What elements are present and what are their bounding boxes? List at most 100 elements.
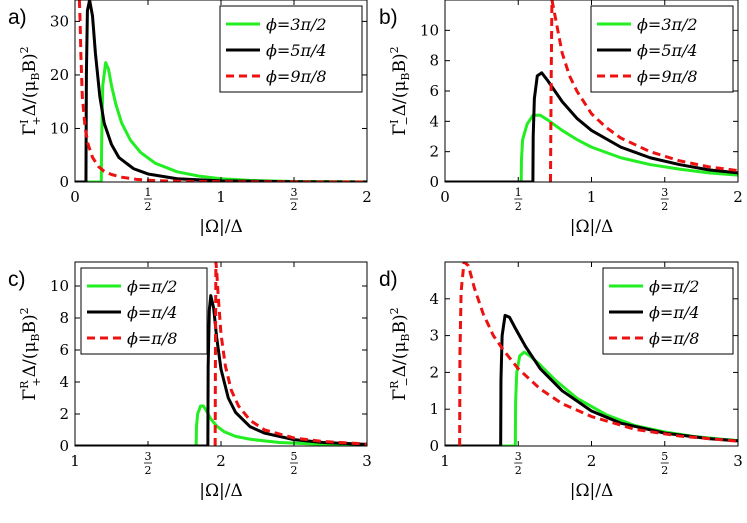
x-tick-label-denominator: 2 <box>291 464 298 477</box>
y-tick-label: 4 <box>429 290 439 308</box>
x-tick-label-numerator: 1 <box>515 186 522 199</box>
y-label-gamma: Γ <box>390 124 410 136</box>
legend-label-2: ϕ=π/4 <box>127 303 177 322</box>
legend-label-3: ϕ=π/8 <box>649 329 699 348</box>
y-tick-label: 4 <box>59 373 69 391</box>
y-tick-label: 2 <box>59 405 69 423</box>
x-axis-label: |Ω|/Δ <box>570 217 614 237</box>
y-label-sup: I <box>388 119 401 123</box>
y-tick-label: 0 <box>59 437 69 455</box>
y-label-square: 2 <box>388 307 401 314</box>
y-label-bohr-sub: B <box>399 72 412 80</box>
series-line-3 <box>213 262 367 446</box>
y-label-gamma: Γ <box>20 124 40 136</box>
y-tick-label: 4 <box>429 112 439 130</box>
series-line-2 <box>445 313 738 446</box>
x-tick-label-denominator: 2 <box>661 464 668 477</box>
series-line-3 <box>548 0 738 182</box>
y-label-square: 2 <box>388 46 401 53</box>
legend-label-1: ϕ=π/2 <box>649 277 699 296</box>
panel-letter: c) <box>8 268 26 291</box>
x-tick-label-numerator: 3 <box>145 450 152 463</box>
x-tick-label: 3 <box>733 452 743 470</box>
x-tick-label-denominator: 2 <box>515 200 522 213</box>
legend-label-1: ϕ=3π/2 <box>637 15 698 34</box>
series-line-3 <box>77 0 367 182</box>
x-tick-label-numerator: 3 <box>291 186 298 199</box>
legend-label-3: ϕ=9π/8 <box>637 67 698 86</box>
x-tick-label: 2 <box>733 188 743 206</box>
y-tick-label: 8 <box>59 309 69 327</box>
legend-label-2: ϕ=5π/4 <box>266 41 327 60</box>
x-tick-label-denominator: 2 <box>145 200 152 213</box>
y-tick-label: 6 <box>429 82 439 100</box>
y-tick-label: 0 <box>429 437 439 455</box>
y-axis-label: ΓR−Δ/(μBB)2 <box>388 307 413 400</box>
series-line-1 <box>75 61 367 182</box>
y-label-bohr-sub: B <box>29 334 42 342</box>
y-tick-label: 2 <box>429 363 439 381</box>
y-tick-label: 0 <box>429 173 439 191</box>
y-label-square: 2 <box>18 46 31 53</box>
x-axis-label: |Ω|/Δ <box>570 481 614 501</box>
y-axis-label: ΓI+Δ/(μBB)2 <box>18 46 43 135</box>
y-label-rest: Δ/(μ <box>390 81 410 117</box>
y-tick-label: 0 <box>59 173 69 191</box>
y-label-field: B) <box>20 314 40 333</box>
x-axis-label: |Ω|/Δ <box>199 217 243 237</box>
y-label-sub: − <box>400 116 413 125</box>
y-axis-label: ΓI−Δ/(μBB)2 <box>388 46 413 135</box>
x-tick-label: 0 <box>440 188 450 206</box>
x-tick-label-numerator: 5 <box>291 450 298 463</box>
y-label-rest: Δ/(μ <box>20 81 40 117</box>
legend-label-3: ϕ=9π/8 <box>266 67 327 86</box>
series-line-2 <box>75 294 367 446</box>
x-tick-label: 2 <box>216 452 226 470</box>
y-label-field: B) <box>20 53 40 72</box>
y-tick-label: 8 <box>429 52 439 70</box>
legend-label-2: ϕ=5π/4 <box>637 41 698 60</box>
x-axis-label: |Ω|/Δ <box>199 481 243 501</box>
y-label-square: 2 <box>18 307 31 314</box>
y-label-sub: + <box>30 377 43 386</box>
legend-label-1: ϕ=3π/2 <box>266 15 327 34</box>
y-label-field: B) <box>390 53 410 72</box>
y-tick-label: 2 <box>429 143 439 161</box>
x-tick-label-numerator: 3 <box>515 450 522 463</box>
y-tick-label: 3 <box>429 327 439 345</box>
x-tick-label: 3 <box>362 452 372 470</box>
y-label-rest: Δ/(μ <box>390 342 410 378</box>
x-tick-label: 1 <box>70 452 80 470</box>
x-tick-label-denominator: 2 <box>661 200 668 213</box>
y-label-rest: Δ/(μ <box>20 342 40 378</box>
y-label-sup: R <box>18 380 31 389</box>
x-tick-label-denominator: 2 <box>515 464 522 477</box>
y-tick-label: 10 <box>420 21 439 39</box>
y-label-sup: I <box>18 119 31 123</box>
panel-letter: b) <box>379 6 398 29</box>
y-label-bohr-sub: B <box>29 72 42 80</box>
panel-letter: a) <box>8 6 27 29</box>
legend-label-1: ϕ=π/2 <box>127 277 177 296</box>
y-label-sub: + <box>30 116 43 125</box>
series-line-3 <box>458 262 738 446</box>
series-line-1 <box>75 404 367 446</box>
series-line-2 <box>445 71 738 182</box>
panel-letter: d) <box>379 268 398 291</box>
x-tick-label: 1 <box>216 188 226 206</box>
x-tick-label: 1 <box>440 452 450 470</box>
y-label-sup: R <box>388 380 401 389</box>
x-tick-label-denominator: 2 <box>145 464 152 477</box>
x-tick-label: 0 <box>70 188 80 206</box>
y-tick-label: 10 <box>50 277 69 295</box>
series-line-1 <box>445 350 738 446</box>
y-tick-label: 6 <box>59 341 69 359</box>
y-label-bohr-sub: B <box>399 334 412 342</box>
x-tick-label: 2 <box>587 452 597 470</box>
y-axis-label: ΓR+Δ/(μBB)2 <box>18 307 43 400</box>
